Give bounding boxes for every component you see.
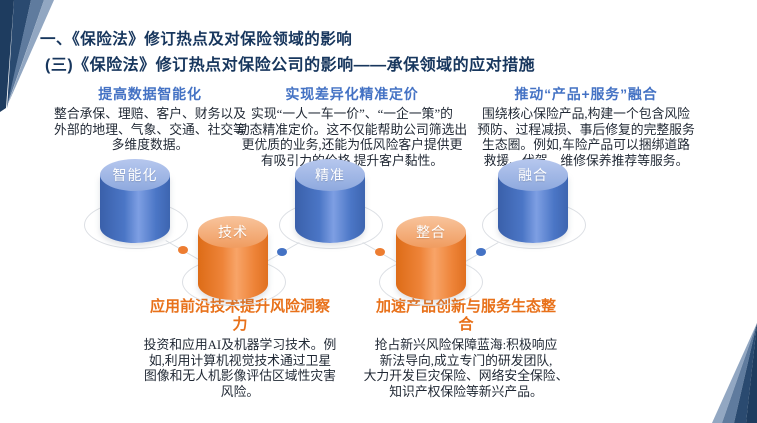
connector-dot xyxy=(375,248,385,256)
section-product-service-fusion: 推动“产品+服务”融合 围绕核心保险产品,构建一个包含风险 预防、过程减损、事后… xyxy=(467,84,705,170)
cylinder-label: 技术 xyxy=(218,224,248,240)
corner-decoration-bottom-right xyxy=(712,323,757,423)
section-frontier-tech: 应用前沿技术提升风险洞察力 投资和应用AI及机器学习技术。例 如,利用计算机视觉… xyxy=(120,298,360,401)
section-precise-pricing: 实现差异化精准定价 实现“一人一车一价”、“一企一策”的 动态精准定价。这不仅能… xyxy=(235,84,469,170)
section-body: 抢占新兴风险保障蓝海:积极响应 新法导向,成立专门的研发团队, 大力开发巨灾保险… xyxy=(363,338,569,400)
slide-title: 一、《保险法》修订热点及对保险领域的影响 xyxy=(40,31,353,48)
cylinder-cap: 融合 xyxy=(498,159,568,191)
section-body: 投资和应用AI及机器学习技术。例 如,利用计算机视觉技术通过卫星 图像和无人机影… xyxy=(143,338,337,400)
section-heading: 加速产品创新与服务生态整合 xyxy=(375,298,556,333)
section-body: 实现“一人一车一价”、“一企一策”的 动态精准定价。这不仅能帮助公司筛选出 更优… xyxy=(236,107,468,169)
cylinder-label: 精准 xyxy=(315,167,345,183)
cylinder-cap: 整合 xyxy=(396,216,466,248)
cylinder-label: 融合 xyxy=(518,167,548,183)
cylinder-cap: 精准 xyxy=(295,159,365,191)
cylinder-smart: 智能化 xyxy=(100,159,170,243)
cylinder-technology: 技术 xyxy=(198,216,268,300)
section-heading: 提高数据智能化 xyxy=(98,86,202,102)
cylinder-label: 智能化 xyxy=(112,167,158,183)
slide-subtitle: (三)《保险法》修订热点对保险公司的影响——承保领域的应对措施 xyxy=(45,57,536,74)
section-heading: 推动“产品+服务”融合 xyxy=(514,86,658,102)
cylinder-label: 整合 xyxy=(416,224,446,240)
section-heading: 实现差异化精准定价 xyxy=(285,86,419,102)
cylinder-cap: 智能化 xyxy=(100,159,170,191)
section-heading: 应用前沿技术提升风险洞察力 xyxy=(149,298,330,333)
section-data-intelligence: 提高数据智能化 整合承保、理赔、客户、财务以及 外部的地理、气象、交通、社交等 … xyxy=(33,84,267,154)
section-body: 整合承保、理赔、客户、财务以及 外部的地理、气象、交通、社交等 多维度数据。 xyxy=(54,107,246,153)
cylinder-fusion: 融合 xyxy=(498,159,568,243)
cylinder-integration: 整合 xyxy=(396,216,466,300)
connector-dot xyxy=(178,246,188,254)
cylinder-precision: 精准 xyxy=(295,159,365,243)
section-product-innovation: 加速产品创新与服务生态整合 抢占新兴风险保障蓝海:积极响应 新法导向,成立专门的… xyxy=(344,298,588,401)
cylinder-cap: 技术 xyxy=(198,216,268,248)
connector-dot xyxy=(277,248,287,256)
connector-dot xyxy=(476,248,486,256)
